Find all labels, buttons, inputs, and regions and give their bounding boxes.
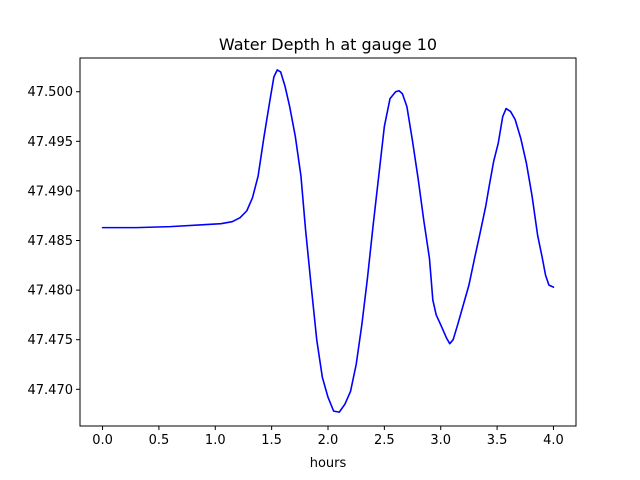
- x-tick-label: 2.5: [374, 433, 395, 448]
- chart-title: Water Depth h at gauge 10: [219, 35, 437, 54]
- x-axis-label: hours: [310, 456, 347, 471]
- x-tick-label: 1.0: [205, 433, 226, 448]
- y-tick-label: 47.470: [28, 383, 74, 398]
- y-tick-label: 47.485: [28, 234, 74, 249]
- x-tick-label: 0.5: [149, 433, 170, 448]
- series-line-0: [101, 69, 555, 413]
- x-tick-label: 0.0: [92, 433, 113, 448]
- x-tick-label: 4.0: [543, 433, 564, 448]
- y-tick-label: 47.490: [28, 184, 74, 199]
- x-tick-label: 1.5: [261, 433, 282, 448]
- plot-frame: [79, 57, 577, 427]
- x-tick-label: 2.0: [318, 433, 339, 448]
- y-tick-label: 47.495: [28, 135, 74, 150]
- x-tick-label: 3.5: [487, 433, 508, 448]
- y-tick-label: 47.500: [28, 85, 74, 100]
- y-tick-label: 47.475: [28, 333, 74, 348]
- x-tick-label: 3.0: [430, 433, 451, 448]
- y-tick-label: 47.480: [28, 284, 74, 299]
